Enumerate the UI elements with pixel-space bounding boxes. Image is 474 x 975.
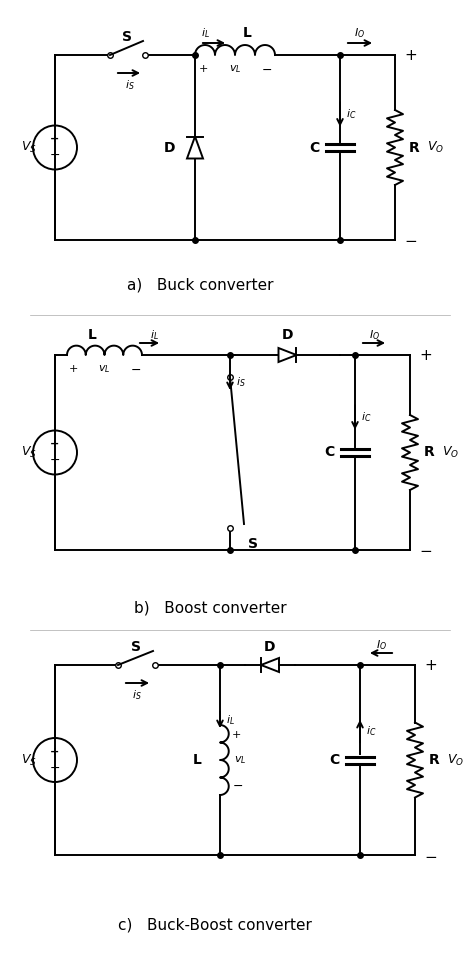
Text: $I_O$: $I_O$ <box>369 329 381 342</box>
Text: $-$: $-$ <box>404 232 418 248</box>
Text: $v_L$: $v_L$ <box>229 63 241 75</box>
Text: +: + <box>232 730 241 740</box>
Text: $V_O$: $V_O$ <box>442 445 459 460</box>
Text: S: S <box>248 537 258 551</box>
Text: −: − <box>50 149 60 163</box>
Text: C: C <box>325 446 335 459</box>
Text: D: D <box>264 640 276 654</box>
Text: $I_O$: $I_O$ <box>355 26 365 40</box>
Text: $V_S$: $V_S$ <box>21 753 37 767</box>
Text: R: R <box>424 446 435 459</box>
Text: +: + <box>419 347 432 363</box>
Text: L: L <box>193 753 202 767</box>
Text: $i_L$: $i_L$ <box>226 713 235 727</box>
Text: $-$: $-$ <box>130 363 142 375</box>
Text: R: R <box>429 753 440 767</box>
Text: $i_C$: $i_C$ <box>346 107 356 122</box>
Text: $v_L$: $v_L$ <box>234 754 246 766</box>
Text: L: L <box>88 328 97 342</box>
Text: $i_L$: $i_L$ <box>149 329 158 342</box>
Text: $v_L$: $v_L$ <box>98 363 111 375</box>
Text: C: C <box>310 140 320 154</box>
Text: a)   Buck converter: a) Buck converter <box>127 278 273 292</box>
Text: $-$: $-$ <box>232 778 243 792</box>
Text: −: − <box>50 454 60 467</box>
Text: +: + <box>425 657 438 673</box>
Text: +: + <box>198 64 208 74</box>
Text: $-$: $-$ <box>419 542 433 558</box>
Text: $i_C$: $i_C$ <box>366 724 376 738</box>
Text: $V_S$: $V_S$ <box>21 445 37 460</box>
Text: +: + <box>68 364 78 374</box>
Text: c)   Buck-Boost converter: c) Buck-Boost converter <box>118 917 312 932</box>
Text: $i_S$: $i_S$ <box>236 375 246 389</box>
Text: C: C <box>330 753 340 767</box>
Text: −: − <box>50 761 60 775</box>
Text: S: S <box>131 640 142 654</box>
Text: D: D <box>164 140 175 154</box>
Text: S: S <box>122 30 133 44</box>
Text: $I_O$: $I_O$ <box>376 638 388 652</box>
Text: b)   Boost converter: b) Boost converter <box>134 601 286 615</box>
Text: +: + <box>50 439 60 449</box>
Text: $V_O$: $V_O$ <box>427 140 444 155</box>
Text: $i_S$: $i_S$ <box>125 78 135 92</box>
Text: +: + <box>50 135 60 144</box>
Text: $-$: $-$ <box>262 62 273 75</box>
Text: $V_O$: $V_O$ <box>447 753 464 767</box>
Text: +: + <box>405 48 418 62</box>
Text: L: L <box>243 26 251 40</box>
Text: $V_S$: $V_S$ <box>21 140 37 155</box>
Text: $i_C$: $i_C$ <box>361 410 372 424</box>
Text: D: D <box>282 328 293 342</box>
Text: $i_S$: $i_S$ <box>132 688 141 702</box>
Text: +: + <box>50 747 60 757</box>
Text: $i_L$: $i_L$ <box>201 26 210 40</box>
Text: $-$: $-$ <box>424 847 438 863</box>
Text: R: R <box>409 140 420 154</box>
